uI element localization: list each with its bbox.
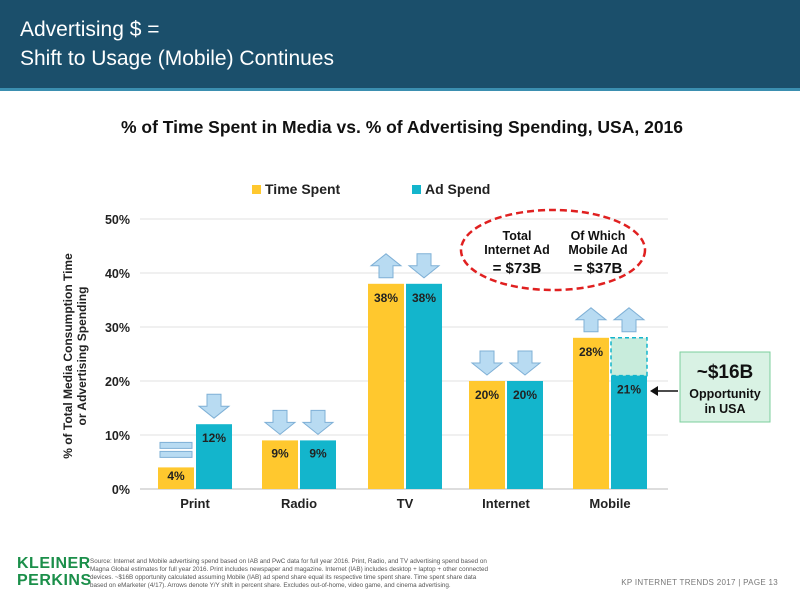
value-label-time-spent-print: 4% [167,469,185,483]
arrow-time-spent-radio [263,409,297,436]
opportunity-value: ~$16B [697,362,754,383]
legend-swatch-ad-spend [412,185,421,194]
bar-ad-spend-mobile [611,375,647,489]
arrow-time-spent-mobile-shape [574,307,608,333]
arrow-time-spent-radio-shape [263,409,297,436]
bar-time-spent-internet [469,381,505,489]
y-tick-label: 40% [105,267,130,281]
logo-line-1: KLEINER [17,555,91,572]
bar-time-spent-tv [368,283,404,489]
value-labels: 4% 12% 9% 9% 38% 38% 20% 20% 28% 21% [167,291,641,483]
source-line-2: Magna Global estimates for full year 201… [90,566,488,573]
value-label-time-spent-tv: 38% [374,291,398,305]
yoy-arrows [159,253,646,458]
legend-label-ad-spend: Ad Spend [425,181,490,197]
bar-time-spent-radio [262,440,298,489]
y-axis-ticks: 0% 10% 20% 30% 40% 50% [105,213,130,497]
chart-title: % of Time Spent in Media vs. % of Advert… [121,117,683,137]
opportunity-pointer-arrowhead [650,386,658,396]
x-label-radio: Radio [281,496,317,511]
arrow-time-spent-print-bar-lower [159,450,193,458]
opportunity-line-1: Opportunity [689,387,761,401]
bar-time-spent-mobile [573,337,609,489]
x-label-print: Print [180,496,210,511]
page-label: KP INTERNET TRENDS 2017 | PAGE 13 [621,578,778,587]
arrow-ad-spend-internet [508,350,542,376]
arrow-ad-spend-tv-shape [407,253,441,279]
slide-header: Advertising $ = Shift to Usage (Mobile) … [0,0,800,91]
bar-time-spent-print [158,467,194,489]
arrow-time-spent-internet [470,350,504,376]
arrow-ad-spend-radio [301,409,335,436]
opportunity-box [679,351,771,423]
x-label-tv: TV [397,496,414,511]
kleiner-perkins-logo: KLEINER PERKINS [17,556,92,590]
callout-mobile-value: = $37B [574,260,623,277]
arrow-ad-spend-print-shape [197,393,231,419]
y-tick-label: 10% [105,429,130,443]
value-label-time-spent-mobile: 28% [579,345,603,359]
legend: Time Spent Ad Spend [252,181,490,197]
bars [158,283,647,489]
y-axis-label-line-2: or Advertising Spending [75,287,89,426]
arrow-ad-spend-radio-shape [301,409,335,436]
mobile-ad-spend-gap [610,337,648,377]
arrow-ad-spend-mobile [612,307,646,333]
arrow-ad-spend-tv [407,253,441,279]
arrow-ad-spend-internet-shape [508,350,542,376]
bar-ad-spend-internet [507,381,543,489]
callout-mobile-line-2: Mobile Ad [568,243,627,257]
arrow-time-spent-tv-shape [369,253,403,279]
value-label-ad-spend-internet: 20% [513,388,537,402]
bar-ad-spend-tv [406,283,442,489]
source-line-1: Source: Internet and Mobile advertising … [90,558,487,565]
arrow-time-spent-tv [369,253,403,279]
callout-total-line-1: Total [503,229,532,243]
arrow-time-spent-internet-shape [470,350,504,376]
bar-ad-spend-print [196,424,232,489]
callout-ellipse [459,208,647,292]
x-axis-labels: Print Radio TV Internet Mobile [180,496,630,511]
value-label-time-spent-radio: 9% [271,446,289,460]
bar-ad-spend-radio [300,440,336,489]
y-axis-label-line-1: % of Total Media Consumption Time [61,253,75,459]
value-label-time-spent-internet: 20% [475,388,499,402]
callout-total-value: = $73B [493,260,542,277]
slide-title-line-1: Advertising $ = [20,18,160,41]
internet-ad-callout: Total Internet Ad = $73B Of Which Mobile… [459,208,647,292]
y-tick-label: 50% [105,213,130,227]
opportunity-line-2: in USA [705,402,746,416]
y-tick-label: 30% [105,321,130,335]
opportunity-callout: ~$16B Opportunity in USA [650,351,771,423]
arrow-time-spent-mobile [574,307,608,333]
callout-total-line-2: Internet Ad [484,243,550,257]
source-line-3: devices. ~$16B opportunity calculated as… [90,574,477,581]
y-tick-label: 0% [112,483,130,497]
value-label-ad-spend-mobile: 21% [617,383,641,397]
callout-mobile-line-1: Of Which [571,229,626,243]
y-tick-label: 20% [105,375,130,389]
source-line-4: based on eMarketer (4/17). Arrows denote… [90,582,451,589]
logo-line-2: PERKINS [17,572,92,589]
legend-label-time-spent: Time Spent [265,181,341,197]
y-axis-label: % of Total Media Consumption Time or Adv… [61,253,89,459]
legend-swatch-time-spent [252,185,261,194]
arrow-ad-spend-mobile-shape [612,307,646,333]
x-label-mobile: Mobile [589,496,630,511]
x-label-internet: Internet [482,496,530,511]
value-label-ad-spend-radio: 9% [309,446,327,460]
value-label-ad-spend-print: 12% [202,431,226,445]
value-label-ad-spend-tv: 38% [412,291,436,305]
slide-title-line-2: Shift to Usage (Mobile) Continues [20,47,334,70]
mobile-gap-layer [610,337,648,377]
arrow-time-spent-print-bar-upper [159,441,193,449]
arrow-time-spent-print [159,441,193,458]
source-note: Source: Internet and Mobile advertising … [90,558,590,590]
arrow-ad-spend-print [197,393,231,419]
